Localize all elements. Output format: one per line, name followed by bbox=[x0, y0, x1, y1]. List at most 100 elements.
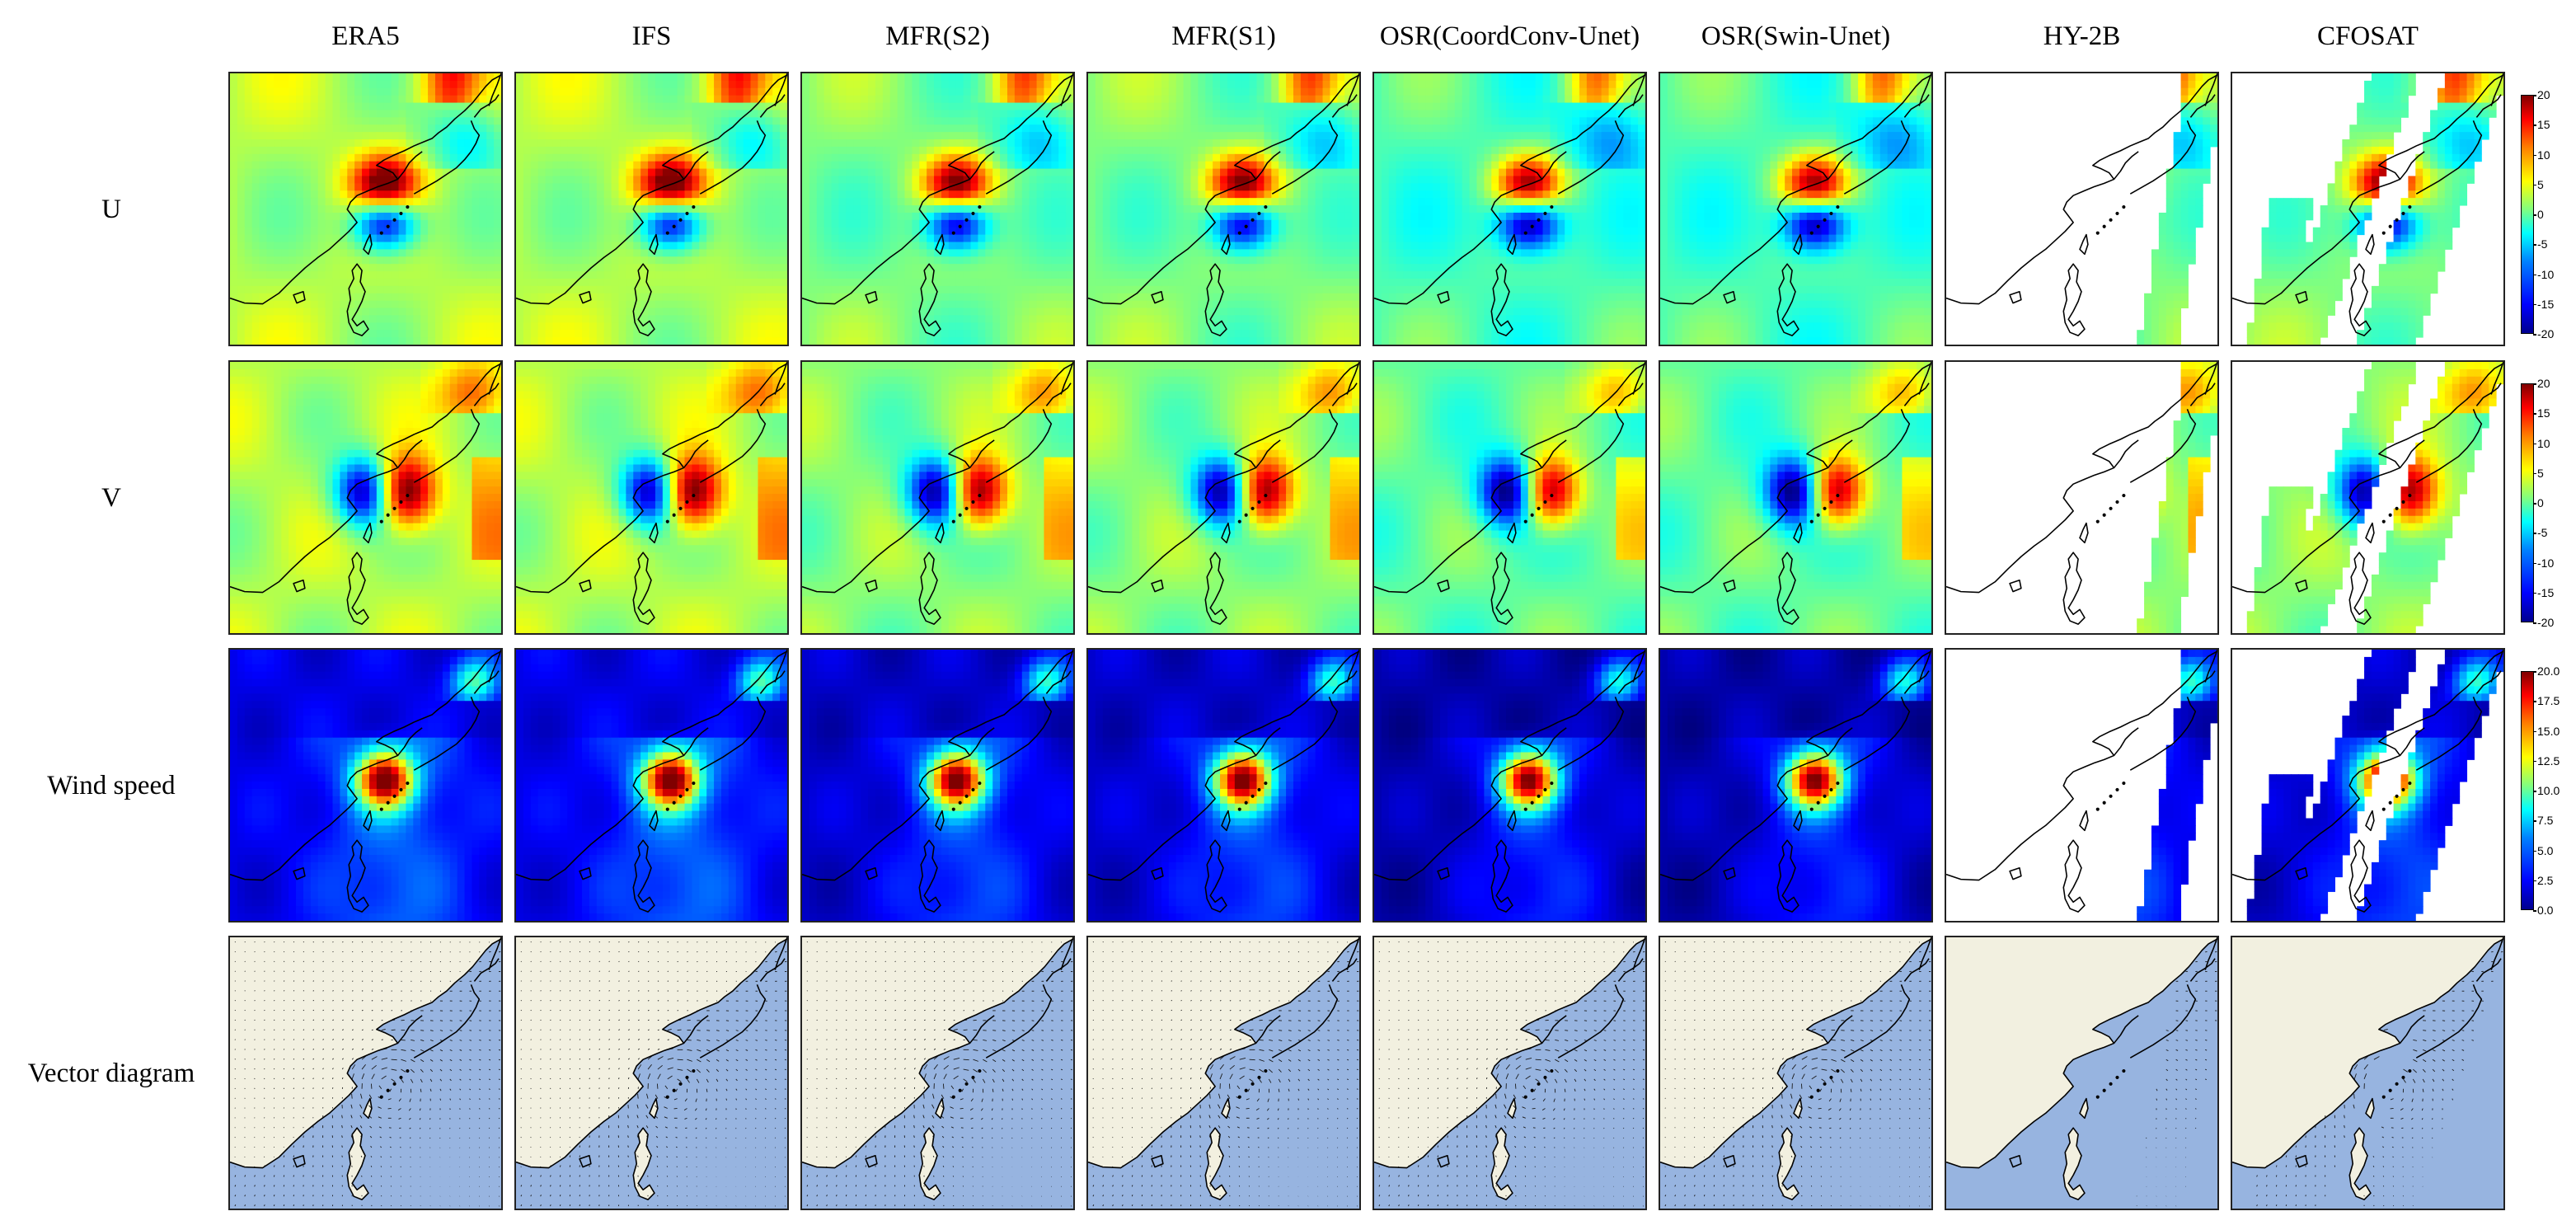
row-title: Vector diagram bbox=[0, 1055, 223, 1092]
colorbar-tick-label: 10 bbox=[2533, 437, 2550, 450]
map-svg bbox=[1374, 937, 1645, 1209]
map-panel bbox=[1945, 72, 2219, 346]
colorbar-tick-label: 5.0 bbox=[2532, 844, 2553, 857]
colorbar-tick-label: 15.0 bbox=[2532, 725, 2560, 738]
colorbar-tick-label: 5 bbox=[2533, 467, 2544, 480]
map-svg bbox=[1946, 650, 2217, 921]
map-panel bbox=[1659, 360, 1933, 635]
map-svg bbox=[1660, 73, 1931, 345]
map-svg bbox=[802, 937, 1073, 1209]
colorbar-tick-label: 15 bbox=[2533, 118, 2550, 131]
map-panel bbox=[228, 360, 503, 635]
map-svg bbox=[1374, 650, 1645, 921]
map-panel bbox=[2231, 360, 2505, 635]
map-svg bbox=[1660, 650, 1931, 921]
map-svg bbox=[1374, 73, 1645, 345]
row-title: Wind speed bbox=[0, 768, 223, 804]
map-svg bbox=[1946, 362, 2217, 633]
map-svg bbox=[230, 650, 501, 921]
column-title: CFOSAT bbox=[2231, 18, 2505, 54]
map-panel bbox=[1086, 936, 1361, 1210]
map-panel bbox=[1659, 648, 1933, 922]
column-title: MFR(S1) bbox=[1086, 18, 1361, 54]
colorbar-tick-label: -10 bbox=[2532, 556, 2554, 570]
map-svg bbox=[2232, 362, 2503, 633]
colorbar-tick-label: 20.0 bbox=[2532, 664, 2560, 678]
map-svg bbox=[516, 73, 787, 345]
column-title: OSR(Swin-Unet) bbox=[1659, 18, 1933, 54]
map-panel bbox=[1945, 648, 2219, 922]
map-panel bbox=[228, 648, 503, 922]
colorbar bbox=[2521, 95, 2534, 334]
map-panel bbox=[800, 72, 1075, 346]
colorbar-tick-label: 5 bbox=[2533, 178, 2544, 191]
colorbar-tick-label: -10 bbox=[2532, 268, 2554, 281]
map-svg bbox=[516, 650, 787, 921]
colorbar bbox=[2521, 383, 2534, 622]
colorbar-tick-label: 7.5 bbox=[2532, 814, 2553, 827]
map-panel bbox=[1372, 360, 1647, 635]
map-panel bbox=[1372, 936, 1647, 1210]
map-panel bbox=[1945, 360, 2219, 635]
map-svg bbox=[230, 937, 501, 1209]
map-panel bbox=[1086, 360, 1361, 635]
map-svg bbox=[516, 362, 787, 633]
map-svg bbox=[516, 937, 787, 1209]
column-title: OSR(CoordConv-Unet) bbox=[1372, 18, 1647, 54]
map-panel bbox=[514, 936, 789, 1210]
column-title: IFS bbox=[514, 18, 789, 54]
map-panel bbox=[1086, 72, 1361, 346]
colorbar-tick-label: -15 bbox=[2532, 298, 2554, 311]
map-panel bbox=[1372, 72, 1647, 346]
map-svg bbox=[802, 73, 1073, 345]
map-panel bbox=[1659, 936, 1933, 1210]
row-title: V bbox=[0, 480, 223, 516]
colorbar-tick-label: 0 bbox=[2533, 496, 2544, 509]
map-panel bbox=[800, 648, 1075, 922]
colorbar-tick-label: 20 bbox=[2533, 88, 2550, 101]
colorbar bbox=[2521, 671, 2534, 910]
map-svg bbox=[802, 362, 1073, 633]
colorbar-tick-label: -5 bbox=[2532, 237, 2547, 251]
colorbar-tick-label: 0 bbox=[2533, 208, 2544, 221]
map-panel bbox=[1945, 936, 2219, 1210]
map-panel bbox=[2231, 72, 2505, 346]
map-panel bbox=[514, 360, 789, 635]
column-title: ERA5 bbox=[228, 18, 503, 54]
map-panel bbox=[228, 936, 503, 1210]
colorbar-tick-label: 0.0 bbox=[2532, 904, 2553, 917]
colorbar-tick-label: 10 bbox=[2533, 148, 2550, 162]
map-panel bbox=[514, 72, 789, 346]
map-svg bbox=[1088, 362, 1359, 633]
colorbar-tick-label: 17.5 bbox=[2532, 694, 2560, 707]
map-panel bbox=[1659, 72, 1933, 346]
map-svg bbox=[2232, 650, 2503, 921]
map-svg bbox=[1660, 937, 1931, 1209]
map-panel bbox=[800, 936, 1075, 1210]
map-svg bbox=[1088, 650, 1359, 921]
map-panel bbox=[2231, 648, 2505, 922]
map-svg bbox=[1946, 73, 2217, 345]
map-panel bbox=[1372, 648, 1647, 922]
map-svg bbox=[2232, 937, 2503, 1209]
map-svg bbox=[2232, 73, 2503, 345]
map-panel bbox=[2231, 936, 2505, 1210]
map-svg bbox=[1088, 73, 1359, 345]
colorbar-tick-label: 10.0 bbox=[2532, 784, 2560, 797]
colorbar-tick-label: -15 bbox=[2532, 586, 2554, 599]
map-svg bbox=[802, 650, 1073, 921]
colorbar-tick-label: -5 bbox=[2532, 526, 2547, 539]
map-svg bbox=[1660, 362, 1931, 633]
map-panel bbox=[1086, 648, 1361, 922]
map-svg bbox=[1088, 937, 1359, 1209]
colorbar-tick-label: 15 bbox=[2533, 406, 2550, 420]
map-svg bbox=[230, 362, 501, 633]
map-svg bbox=[230, 73, 501, 345]
row-title: U bbox=[0, 191, 223, 228]
colorbar-tick-label: -20 bbox=[2532, 327, 2554, 340]
map-svg bbox=[1374, 362, 1645, 633]
colorbar-tick-label: 2.5 bbox=[2532, 874, 2553, 887]
colorbar-tick-label: -20 bbox=[2532, 616, 2554, 629]
colorbar-tick-label: 12.5 bbox=[2532, 754, 2560, 768]
map-panel bbox=[228, 72, 503, 346]
